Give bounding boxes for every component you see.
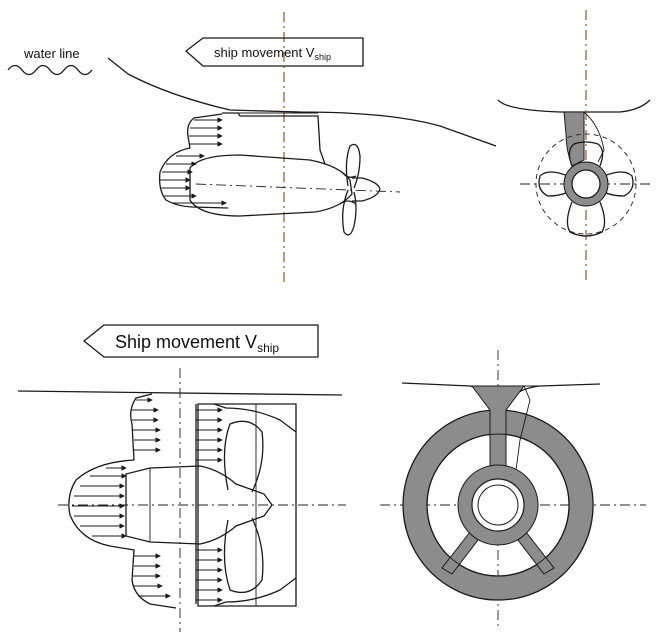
bottom-side-view: Ship movement Vship bbox=[17, 324, 346, 632]
svg-text:Ship movement Vship: Ship movement Vship bbox=[115, 332, 279, 355]
velocity-arrows-outer bbox=[72, 397, 171, 599]
svg-text:ship movement Vship: ship movement Vship bbox=[214, 45, 331, 62]
ship-movement-label-top: ship movement V bbox=[214, 45, 315, 60]
pod-body bbox=[189, 154, 353, 217]
hull-line bbox=[107, 57, 497, 147]
water-line-label: water line bbox=[23, 46, 80, 61]
duct-outline bbox=[197, 403, 297, 607]
bottom-front-view bbox=[380, 350, 646, 630]
blade-bottom-top bbox=[566, 201, 606, 237]
shaft-centerline-top bbox=[195, 183, 401, 193]
blade-top-top bbox=[568, 141, 604, 167]
propeller-hub-cap bbox=[352, 177, 381, 202]
ship-movement-label-bottom: Ship movement V bbox=[115, 332, 257, 352]
ship-movement-arrow-bottom: Ship movement Vship bbox=[82, 324, 319, 358]
velocity-profile-top bbox=[158, 113, 229, 209]
strut-gray-top-right bbox=[563, 111, 585, 167]
hull-curve-top-right bbox=[497, 99, 651, 113]
propeller-blade-lower-bottom bbox=[223, 517, 264, 594]
blade-right-top bbox=[603, 171, 634, 197]
hub-inner-bottom bbox=[477, 484, 519, 526]
duct-bottom-curve bbox=[213, 577, 297, 607]
blade-left-top bbox=[538, 171, 569, 197]
propeller-blade-upper-bottom bbox=[223, 420, 264, 493]
strut-edge-bottom bbox=[515, 385, 531, 471]
hub-mid-bottom bbox=[471, 478, 525, 532]
velocity-profile-outer bbox=[68, 393, 177, 609]
propeller-disk-circle-top bbox=[535, 133, 637, 235]
top-side-view: water line ship movement Vship bbox=[7, 12, 497, 282]
velocity-arrows-inner bbox=[196, 407, 223, 603]
duct-top-curve bbox=[213, 403, 297, 433]
strut-right-edge bbox=[583, 111, 605, 163]
top-front-view bbox=[497, 10, 651, 282]
velocity-arrows-top bbox=[160, 117, 227, 206]
hub-inner-top bbox=[571, 169, 601, 199]
ship-movement-sub-bottom: ship bbox=[257, 341, 279, 355]
pod-strut bbox=[222, 112, 326, 165]
pod-body-bottom bbox=[125, 465, 273, 545]
ship-movement-arrow-top: ship movement Vship bbox=[184, 37, 364, 67]
propeller-disk-circle-bottom bbox=[426, 433, 570, 577]
propeller-blades-side bbox=[339, 143, 361, 236]
ship-movement-sub-top: ship bbox=[314, 52, 331, 62]
water-line-wave bbox=[7, 64, 93, 76]
